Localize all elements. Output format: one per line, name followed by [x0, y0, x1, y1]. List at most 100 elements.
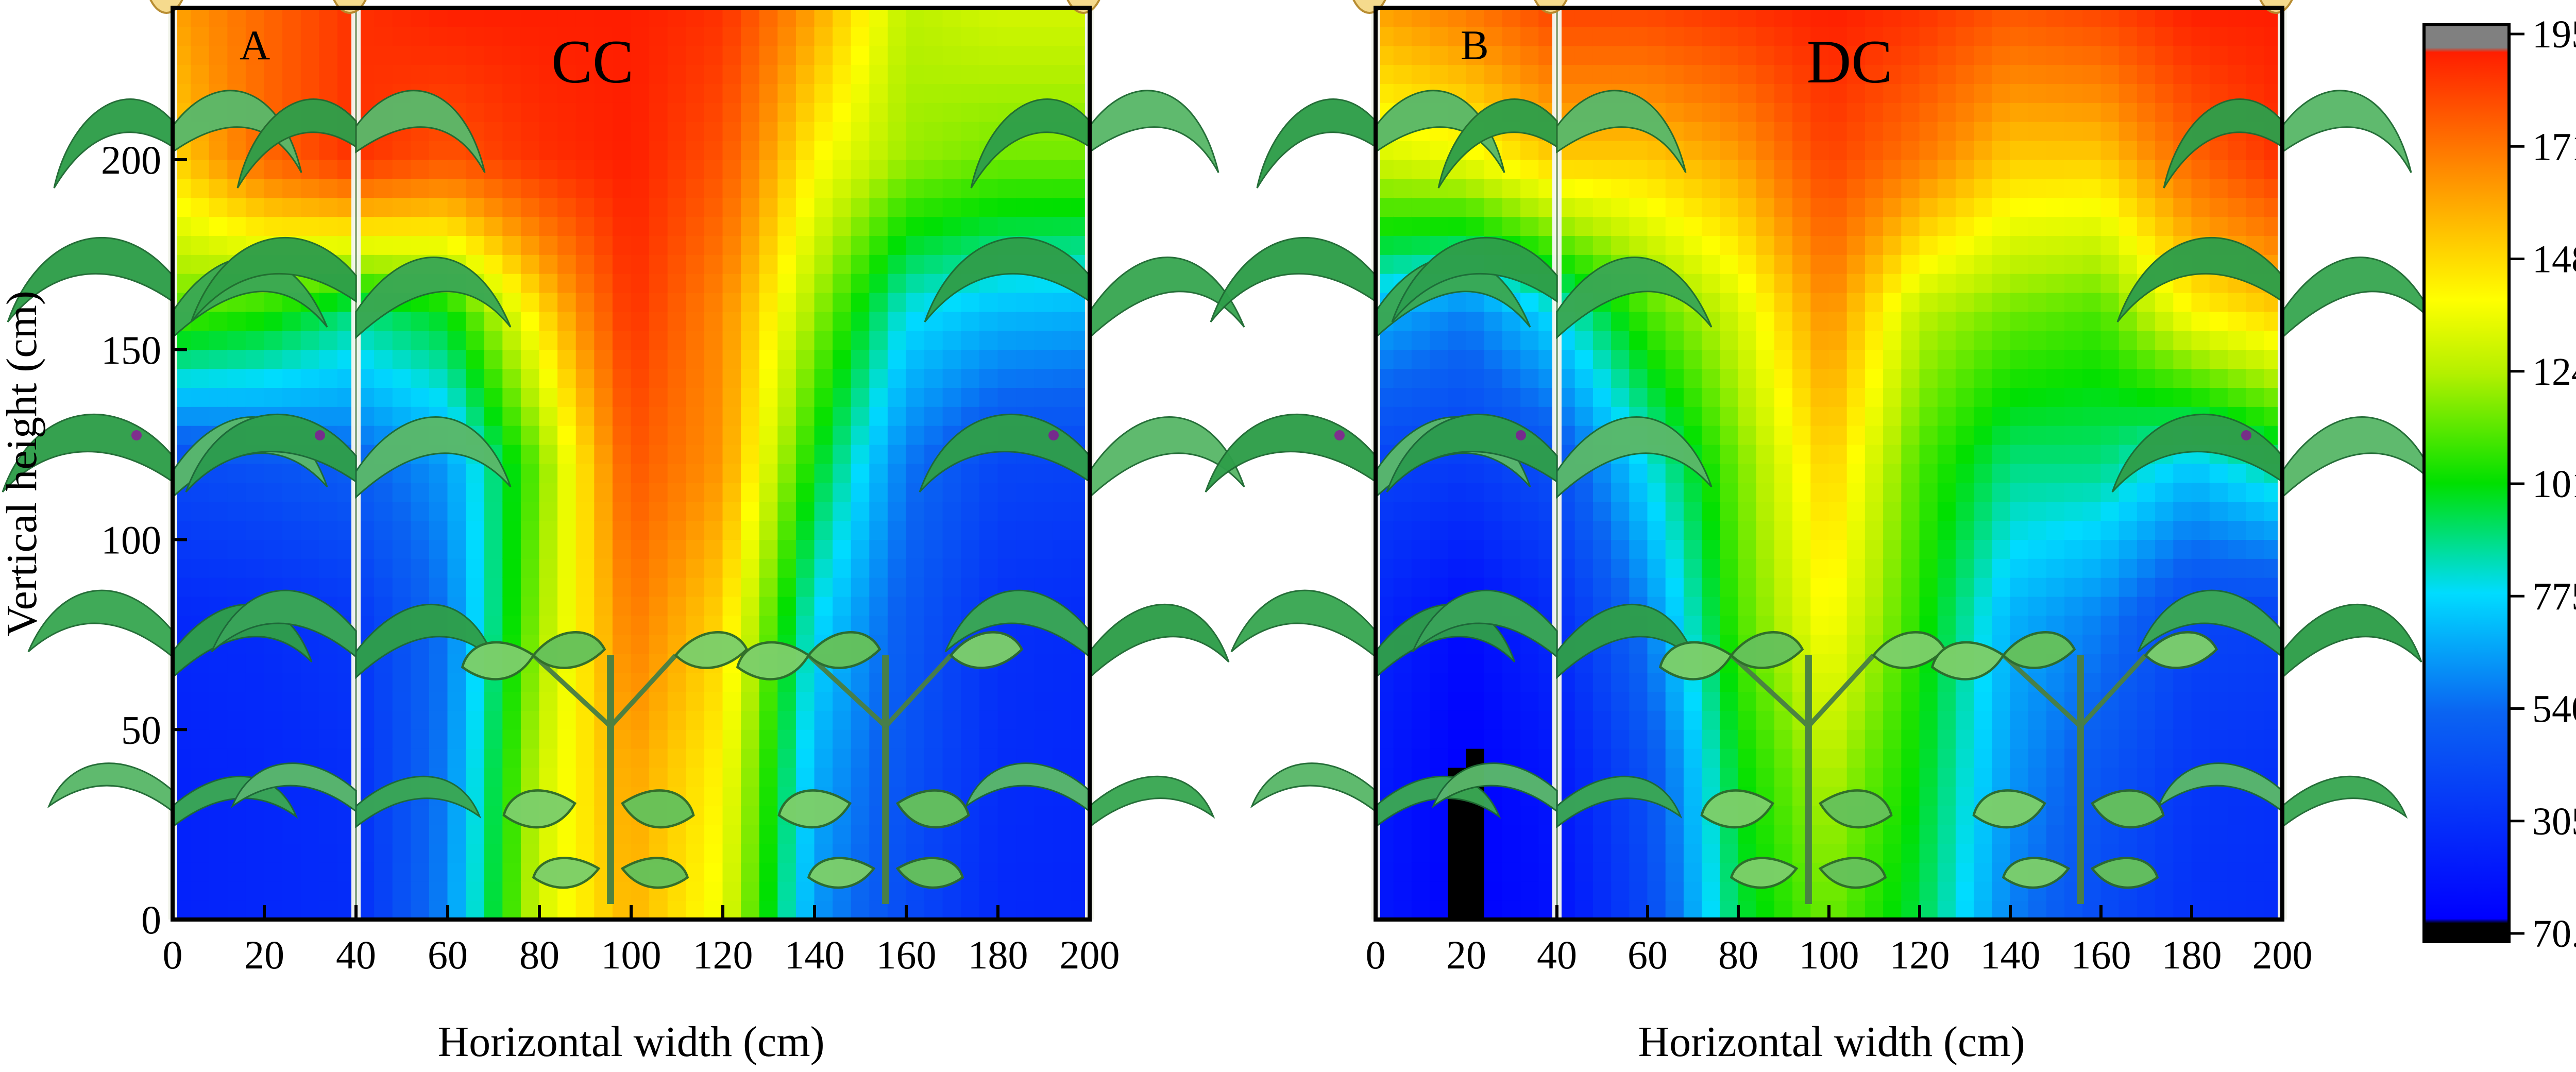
- heatmap-cell: [686, 235, 705, 255]
- heatmap-cell: [667, 121, 687, 141]
- heatmap-cell: [1720, 520, 1739, 540]
- heatmap-cell: [612, 463, 632, 483]
- heatmap-cell: [392, 330, 412, 350]
- heatmap-cell: [961, 520, 980, 540]
- heatmap-cell: [1955, 406, 1975, 426]
- heatmap-cell: [777, 197, 796, 217]
- heatmap-cell: [1484, 311, 1503, 331]
- heatmap-cell: [1683, 558, 1703, 578]
- heatmap-cell: [539, 45, 558, 65]
- heatmap-cell: [1846, 577, 1866, 597]
- heatmap-cell: [209, 710, 228, 730]
- heatmap-cell: [722, 121, 742, 141]
- heatmap-cell: [741, 691, 760, 711]
- heatmap-cell: [191, 406, 210, 426]
- heatmap-cell: [869, 444, 888, 464]
- heatmap-cell: [594, 235, 613, 255]
- heatmap-cell: [502, 102, 521, 122]
- heatmap-cell: [1846, 425, 1866, 445]
- heatmap-cell: [1846, 729, 1866, 749]
- heatmap-cell: [887, 672, 907, 692]
- heatmap-cell: [1974, 615, 1993, 635]
- heatmap-cell: [961, 862, 980, 882]
- heatmap-cell: [997, 8, 1017, 27]
- heatmap-cell: [612, 824, 632, 844]
- heatmap-cell: [466, 596, 485, 616]
- heatmap-cell: [319, 406, 338, 426]
- heatmap-cell: [833, 501, 852, 521]
- heatmap-cell: [961, 539, 980, 559]
- heatmap-cell: [2010, 387, 2029, 407]
- heatmap-cell: [833, 83, 852, 103]
- heatmap-cell: [1034, 520, 1054, 540]
- heatmap-cell: [191, 368, 210, 388]
- heatmap-cell: [2137, 729, 2156, 749]
- heatmap-cell: [2119, 178, 2138, 198]
- heatmap-cell: [1810, 748, 1829, 768]
- heatmap-cell: [392, 197, 412, 217]
- heatmap-cell: [520, 729, 540, 749]
- heatmap-cell: [2082, 349, 2102, 369]
- heatmap-cell: [833, 178, 852, 198]
- heatmap-cell: [1448, 577, 1467, 597]
- heatmap-cell: [759, 102, 778, 122]
- heatmap-cell: [1484, 8, 1503, 27]
- heatmap-cell: [1810, 900, 1829, 920]
- heatmap-cell: [961, 710, 980, 730]
- heatmap-cell: [2119, 330, 2138, 350]
- heatmap-cell: [1702, 140, 1721, 160]
- heatmap-cell: [1901, 729, 1920, 749]
- heatmap-cell: [1647, 45, 1666, 65]
- heatmap-cell: [2137, 178, 2156, 198]
- heatmap-cell: [1846, 64, 1866, 84]
- heatmap-cell: [1738, 311, 1757, 331]
- heatmap-cell: [1919, 83, 1938, 103]
- heatmap-cell: [484, 520, 503, 540]
- heatmap-cell: [1430, 824, 1449, 844]
- heatmap-cell: [961, 311, 980, 331]
- heatmap-cell: [2100, 216, 2120, 236]
- heatmap-cell: [1034, 729, 1054, 749]
- heatmap-cell: [2082, 387, 2102, 407]
- heatmap-cell: [851, 64, 870, 84]
- heatmap-cell: [1919, 406, 1938, 426]
- heatmap-cell: [1683, 596, 1703, 616]
- heatmap-cell: [2155, 349, 2174, 369]
- heatmap-cell: [2137, 64, 2156, 84]
- heatmap-cell: [1756, 140, 1775, 160]
- heatmap-cell: [2191, 881, 2210, 901]
- heatmap-cell: [1393, 748, 1412, 768]
- heatmap-cell: [1792, 615, 1811, 635]
- heatmap-cell: [631, 26, 650, 46]
- heatmap-cell: [1053, 824, 1072, 844]
- heatmap-cell: [1702, 501, 1721, 521]
- heatmap-cell: [1720, 216, 1739, 236]
- heatmap-cell: [704, 767, 723, 787]
- heatmap-cell: [759, 463, 778, 483]
- heatmap-cell: [1883, 444, 1902, 464]
- heatmap-cell: [1393, 368, 1412, 388]
- heatmap-cell: [1992, 577, 2011, 597]
- heatmap-cell: [245, 862, 265, 882]
- heatmap-cell: [2191, 83, 2210, 103]
- heatmap-cell: [906, 539, 925, 559]
- heatmap-cell: [814, 311, 834, 331]
- heatmap-cell: [484, 387, 503, 407]
- heatmap-cell: [942, 691, 962, 711]
- heatmap-cell: [869, 26, 888, 46]
- heatmap-cell: [887, 824, 907, 844]
- heatmap-cell: [2082, 634, 2102, 654]
- heatmap-cell: [1974, 26, 1993, 46]
- heatmap-cell: [851, 577, 870, 597]
- heatmap-cell: [1034, 900, 1054, 920]
- heatmap-cell: [2191, 501, 2210, 521]
- heatmap-cell: [1883, 235, 1902, 255]
- heatmap-cell: [649, 577, 668, 597]
- heatmap-cell: [300, 520, 320, 540]
- heatmap-cell: [1034, 140, 1054, 160]
- heatmap-cell: [722, 596, 742, 616]
- heatmap-cell: [557, 406, 577, 426]
- heatmap-cell: [594, 406, 613, 426]
- heatmap-cell: [649, 349, 668, 369]
- heatmap-cell: [2155, 577, 2174, 597]
